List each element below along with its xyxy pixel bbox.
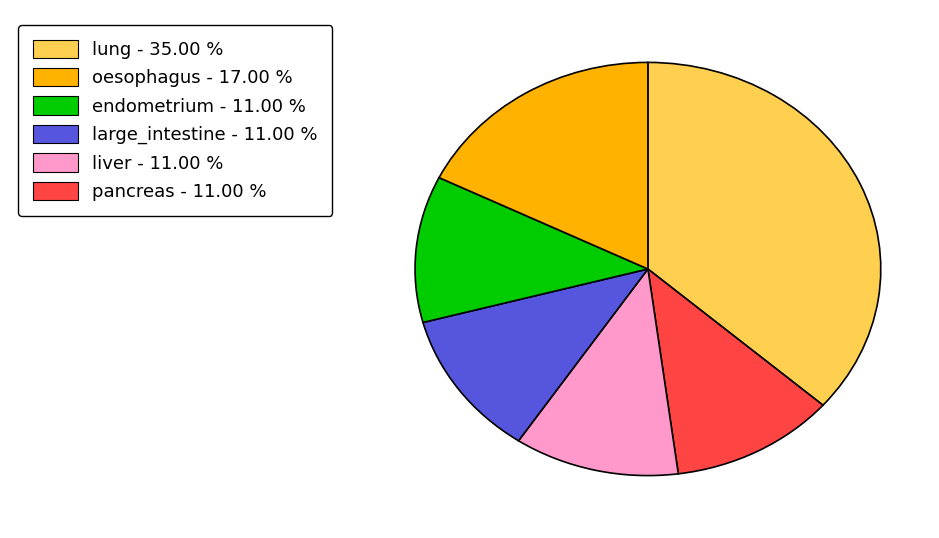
Wedge shape <box>423 269 648 441</box>
Wedge shape <box>415 178 648 322</box>
Wedge shape <box>439 62 648 269</box>
Wedge shape <box>648 62 881 405</box>
Wedge shape <box>648 269 823 474</box>
Legend: lung - 35.00 %, oesophagus - 17.00 %, endometrium - 11.00 %, large_intestine - 1: lung - 35.00 %, oesophagus - 17.00 %, en… <box>19 25 332 216</box>
Wedge shape <box>518 269 678 476</box>
